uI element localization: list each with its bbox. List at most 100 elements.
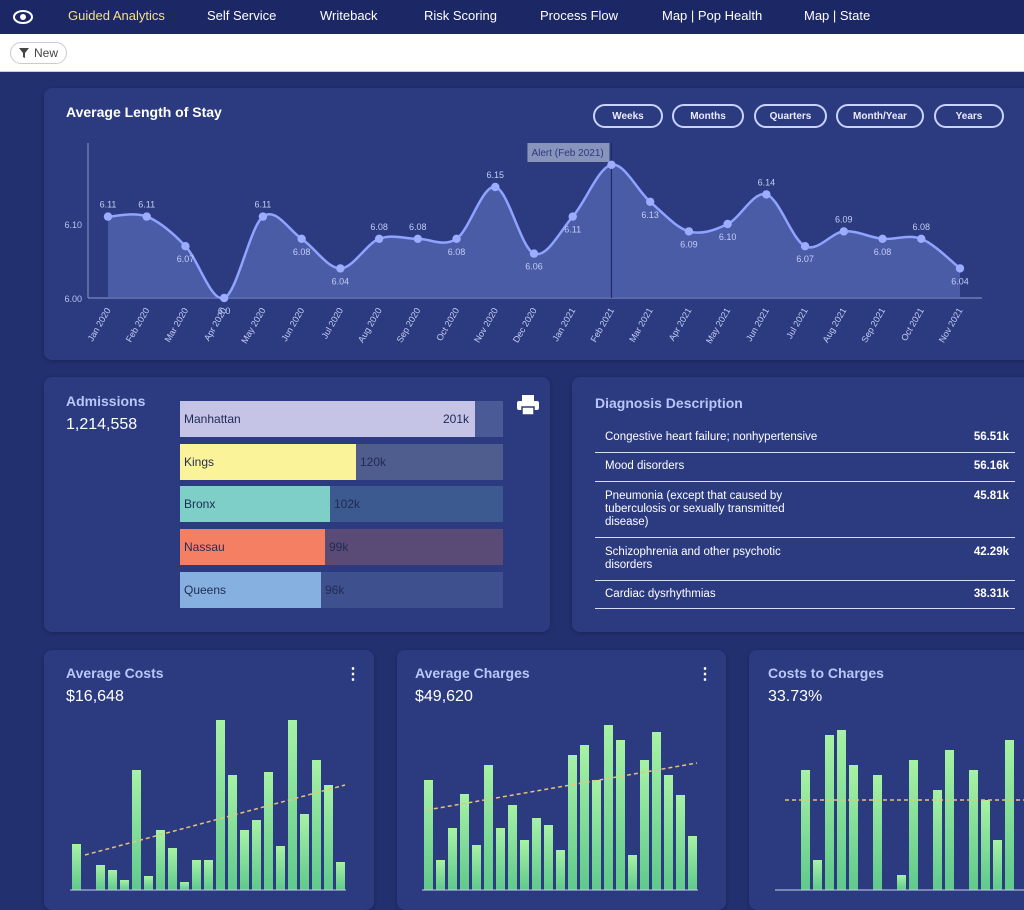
costs-to-charges-panel [749,650,1024,910]
admissions-bar-row[interactable]: Nassau 99k [180,529,503,565]
nav-guided-analytics[interactable]: Guided Analytics [68,8,165,23]
diagnosis-panel [572,377,1024,632]
x-tick-label: Apr 2020 [202,306,229,343]
los-data-label: 6.09 [835,214,853,224]
los-chart[interactable]: 6.10 6.00 6.11 Jan 2020 6.11 Feb 2020 6.07 Mar … [44,135,1024,360]
kpi-bar [156,830,165,890]
kpi-bar [72,844,81,890]
weeks-button[interactable]: Weeks [593,104,663,128]
los-point [374,234,384,243]
diagnosis-row[interactable]: Schizophrenia and other psychotic disord… [595,538,1015,581]
kpi-bar [132,770,141,890]
kpi-bar [825,735,834,890]
los-data-label: 6.04 [332,276,350,286]
los-point [800,242,810,251]
months-button[interactable]: Months [672,104,744,128]
costs-to-charges-chart [775,730,1024,891]
nav-self-service[interactable]: Self Service [207,8,277,23]
admissions-bar-value: 102k [334,497,361,511]
admissions-bar-label: Bronx [184,497,216,511]
nav-map-state[interactable]: Map | State [804,8,871,23]
los-point [878,234,887,243]
kpi-bar [144,876,153,890]
diagnosis-row[interactable]: Cardiac dysrhythmias 38.31k [595,581,1015,609]
quarters-button[interactable]: Quarters [754,104,827,128]
admissions-bar-row[interactable]: Manhattan 201k [180,401,503,437]
los-data-label: 6.10 [719,232,737,242]
los-point [103,212,113,221]
los-data-label: 6.15 [487,170,505,180]
admissions-bar [180,529,325,565]
nav-process-flow[interactable]: Process Flow [540,8,619,23]
toolbar: New [0,34,1024,72]
los-data-label: 6.08 [874,247,892,257]
los-data-label: 6.07 [796,254,814,264]
average-charges-title: Average Charges [415,665,530,681]
kpi-bar [120,880,129,890]
average-costs-title: Average Costs [66,665,164,681]
average-charges-menu-icon[interactable]: ⋮ [697,666,713,683]
alert-tooltip-text: Alert (Feb 2021) [531,148,603,159]
x-tick-label: Nov 2020 [472,306,500,344]
diagnosis-row[interactable]: Congestive heart failure; nonhypertensiv… [595,426,1015,453]
x-tick-label: Jun 2021 [744,306,771,343]
diagnosis-name: Pneumonia (except that caused by tubercu… [605,490,785,528]
kpi-bar [568,755,577,890]
x-tick-label: Jul 2020 [319,306,345,340]
x-tick-label: Jul 2021 [784,306,810,340]
kpi-bar [168,848,177,890]
diagnosis-row[interactable]: Pneumonia (except that caused by tubercu… [595,482,1015,538]
y-tick-label: 6.10 [64,220,82,230]
admissions-bar-label: Kings [184,455,215,469]
los-data-label: 6.0 [218,306,231,316]
kpi-bar [180,882,189,890]
kpi-bar [580,745,589,890]
average-costs-menu-icon[interactable]: ⋮ [345,666,361,683]
kpi-bar [312,760,321,890]
los-line [107,163,961,300]
average-costs-value: $16,648 [66,688,124,705]
kpi-bar [448,828,457,890]
x-tick-label: Aug 2021 [821,306,849,344]
admissions-total: 1,214,558 [66,416,138,433]
kpi-bar [300,814,309,890]
admissions-bar-label: Manhattan [184,412,241,426]
los-point [839,227,849,236]
admissions-bar-row[interactable]: Queens 96k [180,572,503,608]
kpi-bar [252,820,261,890]
print-icon[interactable] [516,394,540,416]
kpi-bar [873,775,882,890]
los-data-label: 6.11 [254,200,271,210]
los-point [219,293,229,303]
admissions-bar-value: 99k [329,540,349,554]
los-data-label: 6.11 [100,200,117,210]
month-year-button[interactable]: Month/Year [836,104,924,128]
los-point [297,234,306,243]
kpi-bar [837,730,846,890]
nav-risk-scoring[interactable]: Risk Scoring [424,8,497,23]
admissions-bar-label: Nassau [184,540,225,554]
x-tick-label: Oct 2020 [434,306,461,343]
new-filter-button[interactable]: New [10,42,68,64]
los-data-label: 6.08 [913,222,931,232]
years-button[interactable]: Years [934,104,1004,128]
los-point [607,160,616,169]
los-point [568,212,577,221]
nav-writeback[interactable]: Writeback [320,8,378,23]
diagnosis-title: Diagnosis Description [595,395,743,411]
kpi-bar [108,870,117,890]
average-charges-chart [422,725,698,891]
admissions-bar-row[interactable]: Kings 120k [180,444,503,480]
diagnosis-value: 45.81k [973,490,1009,502]
kpi-bar [640,760,649,890]
kpi-bar [532,818,541,890]
los-data-label: 6.08 [293,247,311,257]
admissions-bar [180,444,356,480]
app-logo-icon[interactable] [12,6,34,28]
x-tick-label: Sep 2021 [859,306,887,344]
diagnosis-row[interactable]: Mood disorders 56.16k [595,453,1015,482]
nav-map-pop-health[interactable]: Map | Pop Health [662,8,763,23]
diagnosis-name: Schizophrenia and other psychotic disord… [605,546,781,571]
kpi-bar [496,828,505,890]
admissions-bar-row[interactable]: Bronx 102k [180,486,503,522]
